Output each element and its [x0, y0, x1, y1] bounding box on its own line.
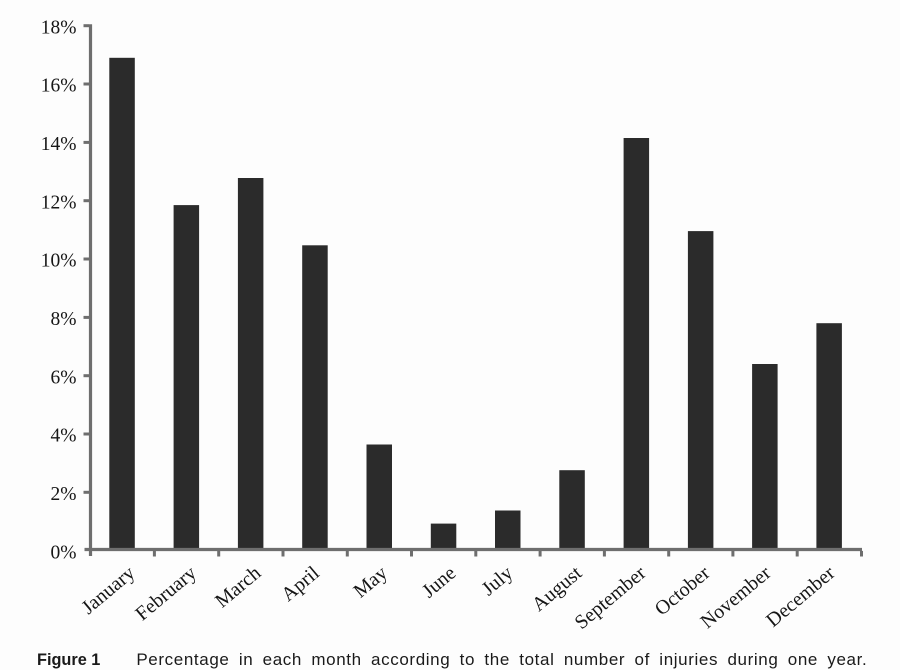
- svg-text:18%: 18%: [41, 17, 77, 38]
- svg-text:January: January: [77, 562, 139, 619]
- svg-text:March: March: [211, 562, 265, 612]
- svg-text:December: December: [762, 562, 839, 632]
- svg-text:6%: 6%: [51, 367, 77, 388]
- svg-text:16%: 16%: [41, 76, 77, 97]
- svg-text:September: September: [571, 562, 651, 634]
- svg-text:July: July: [478, 562, 518, 600]
- svg-text:8%: 8%: [51, 309, 77, 330]
- svg-text:April: April: [277, 562, 324, 606]
- svg-text:12%: 12%: [41, 192, 77, 213]
- svg-text:2%: 2%: [51, 484, 77, 505]
- svg-text:February: February: [131, 562, 200, 625]
- svg-text:May: May: [349, 562, 391, 602]
- svg-text:10%: 10%: [41, 251, 77, 272]
- svg-text:0%: 0%: [51, 542, 77, 563]
- svg-text:August: August: [528, 562, 587, 616]
- svg-text:June: June: [418, 562, 460, 602]
- svg-text:14%: 14%: [41, 134, 77, 155]
- svg-text:4%: 4%: [51, 426, 77, 447]
